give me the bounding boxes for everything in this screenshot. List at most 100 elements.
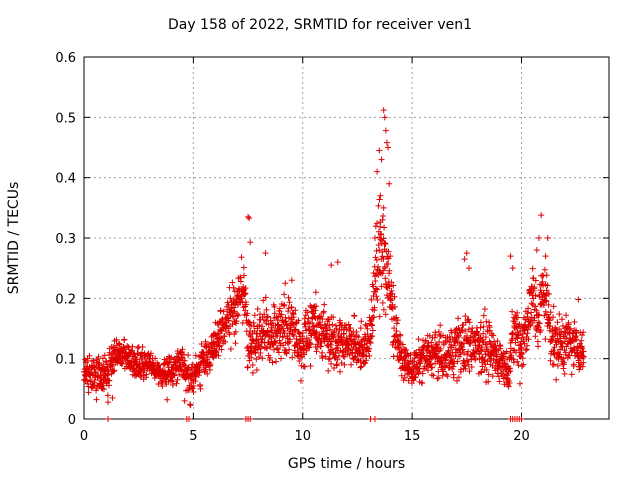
data-point [241,290,248,297]
data-point [289,354,296,361]
data-point [275,321,282,328]
data-point [306,344,313,351]
data-point [546,317,553,324]
data-point [279,323,286,330]
data-point [93,396,100,403]
data-point [566,352,573,359]
data-point [357,325,364,332]
data-point [361,360,368,367]
data-point [529,265,536,272]
data-point [85,389,92,396]
data-point [531,284,538,291]
data-point [560,355,567,362]
data-point [248,354,255,361]
data-point [480,323,487,330]
data-point [297,377,304,384]
data-point [206,359,213,366]
data-point [380,235,387,242]
data-point [561,359,568,366]
data-point [247,239,254,246]
data-point [134,344,141,351]
data-point [253,366,260,373]
data-point [201,343,208,350]
data-point [86,352,93,359]
data-point [307,341,314,348]
data-point [247,416,254,422]
data-point [185,352,192,359]
data-point [246,215,253,222]
data-point [220,308,227,315]
data-point [215,330,222,337]
data-point [306,336,313,343]
data-point [375,202,382,209]
data-point [542,308,549,315]
data-point [462,313,469,320]
data-point [111,367,118,374]
data-point [358,318,365,325]
data-point [366,352,373,359]
data-point [391,303,398,310]
data-point [465,361,472,368]
data-point [369,327,376,334]
data-point [435,374,442,381]
data-point [379,270,386,277]
data-point [454,358,461,365]
data-point [330,334,337,341]
data-point [543,297,550,304]
data-point [259,336,266,343]
data-point [544,282,551,289]
data-point [528,300,535,307]
data-point [262,250,269,257]
data-point [105,399,112,406]
data-point [563,312,570,319]
data-point [144,351,151,358]
data-point [327,347,334,354]
data-point [455,315,462,322]
data-point [509,265,516,272]
data-point [391,293,398,300]
data-point [438,359,445,366]
data-point [487,352,494,359]
data-point [541,312,548,319]
data-point [466,368,473,375]
data-point [363,353,370,360]
data-point [243,301,250,308]
data-point [375,263,382,270]
data-point [544,235,551,241]
data-point [85,383,92,390]
data-point [370,314,377,321]
data-point [520,361,527,368]
data-point [118,360,125,367]
y-axis-label: SRMTID / TECUs [6,181,22,295]
data-point [524,342,531,349]
data-point [543,287,550,294]
data-point [446,364,453,371]
data-point [242,290,249,297]
data-point [338,334,345,341]
data-point [536,311,543,318]
data-point [371,235,378,241]
data-point [260,297,267,304]
data-point [386,267,393,274]
y-tick-label: 0.2 [55,292,76,307]
data-point [378,156,385,163]
data-point [543,272,550,279]
x-axis-label: GPS time / hours [287,456,406,472]
data-point [364,325,371,332]
data-point [512,320,519,327]
x-tick-label: 5 [189,429,197,444]
data-point [287,324,294,331]
data-point [357,357,364,364]
data-point [382,241,389,248]
data-point [374,168,381,175]
data-point [373,293,380,300]
data-point [579,353,586,360]
data-point [271,310,278,317]
data-point [269,359,276,366]
data-point [325,367,332,374]
data-point [575,296,582,303]
data-point [218,346,225,353]
data-point [155,381,162,388]
data-point [454,377,461,384]
data-point [489,373,496,380]
